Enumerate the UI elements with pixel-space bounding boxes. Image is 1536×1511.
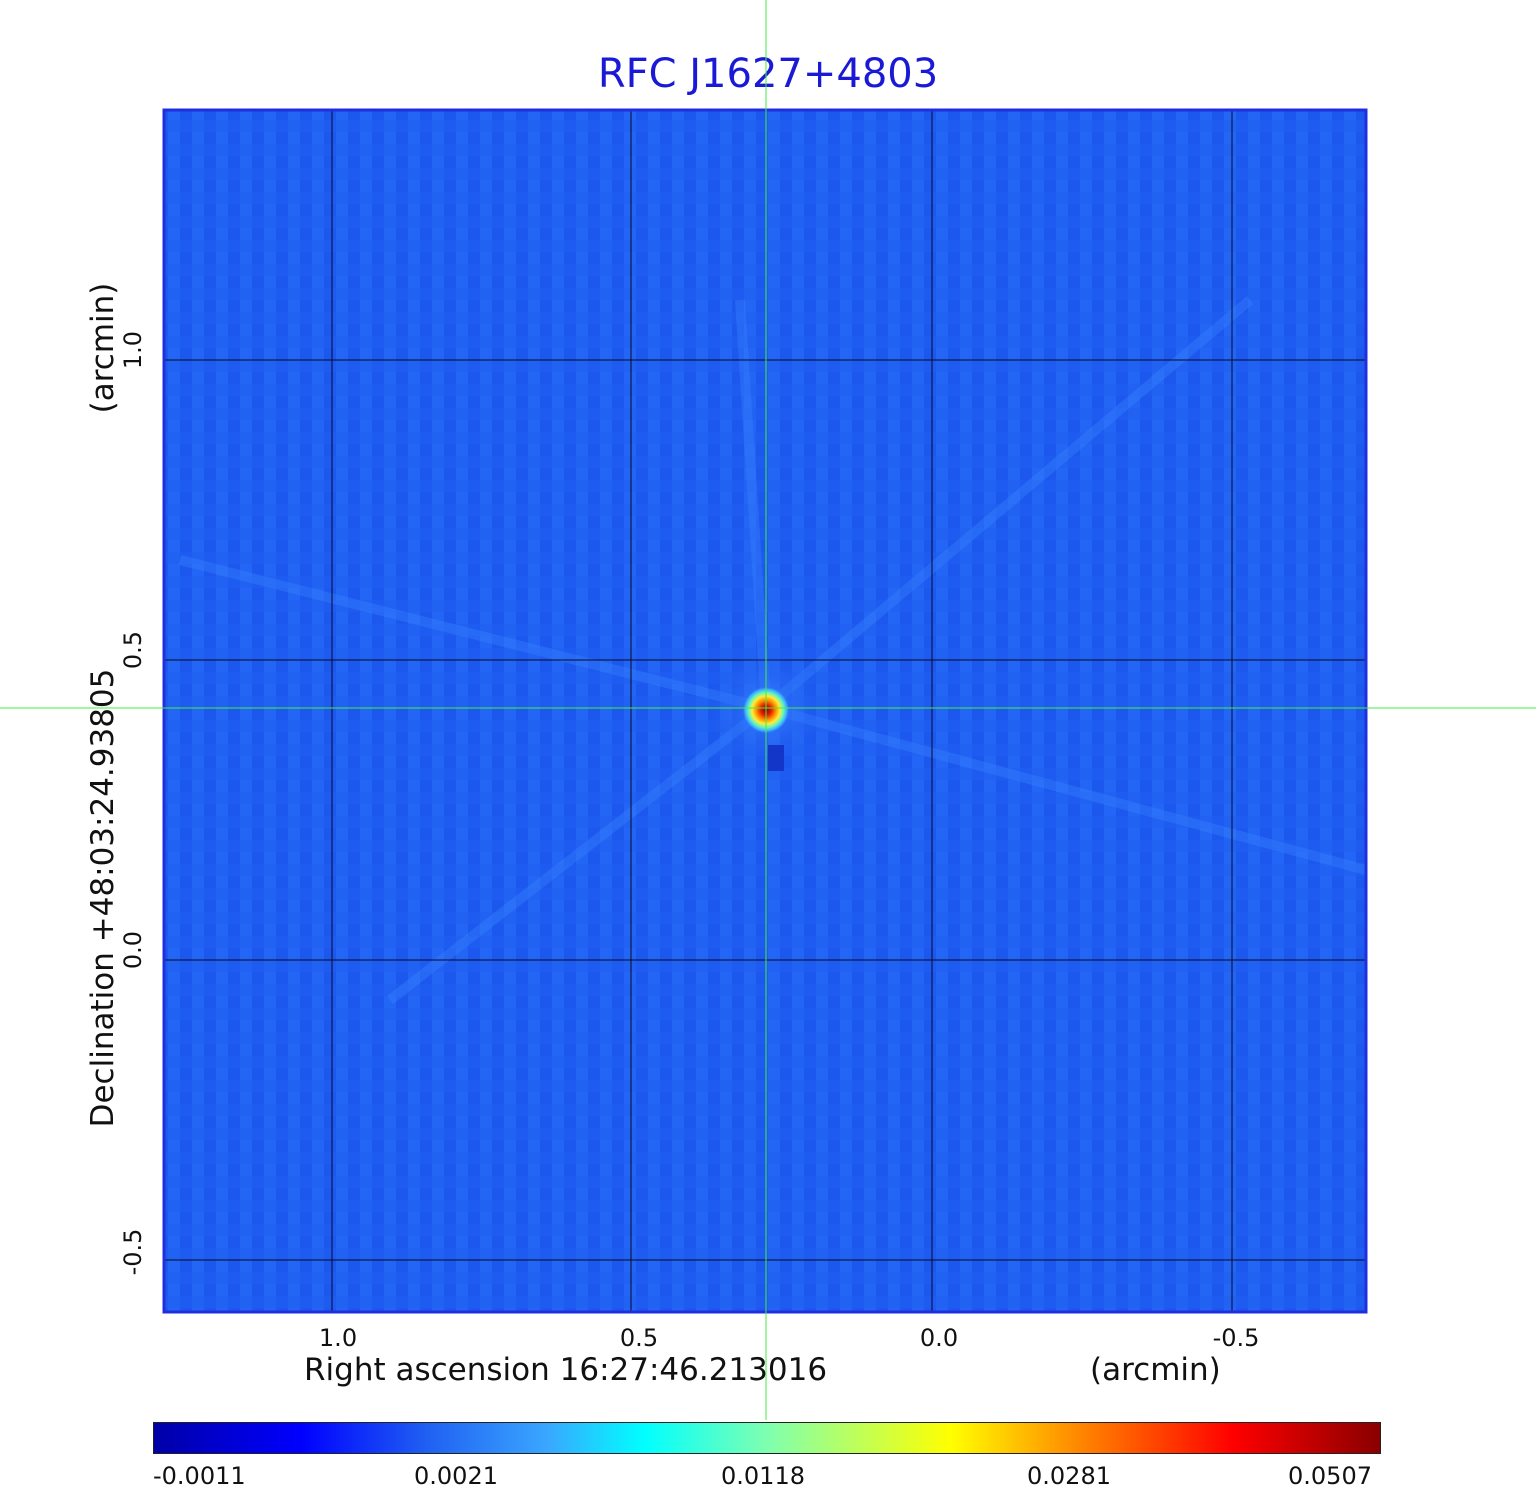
- crosshair: [0, 0, 1536, 1420]
- radio-map: [0, 0, 1536, 1420]
- colorbar: [153, 1422, 1381, 1454]
- colorbar-tick-label: -0.0011: [153, 1462, 246, 1490]
- y-axis-label: Declination +48:03:24.93805: [85, 668, 121, 1128]
- y-tick-label: -0.5: [119, 1228, 147, 1276]
- colorbar-tick-label: 0.0021: [414, 1462, 498, 1490]
- source-negative-lobe: [768, 745, 784, 771]
- x-tick-label: 0.0: [919, 1324, 959, 1352]
- x-tick-label: 0.5: [619, 1324, 659, 1352]
- y-tick-label: 0.0: [119, 930, 147, 970]
- x-tick-label: -0.5: [1212, 1324, 1260, 1352]
- x-tick-label: 1.0: [318, 1324, 358, 1352]
- colorbar-tick-label: 0.0507: [1288, 1462, 1372, 1490]
- y-axis-unit: (arcmin): [85, 282, 121, 414]
- sidelobe-streaks: [178, 296, 1368, 1004]
- x-axis-label: Right ascension 16:27:46.213016: [304, 1352, 828, 1388]
- image-frame: [162, 108, 1368, 1314]
- y-tick-label: 0.5: [119, 630, 147, 670]
- x-axis-unit: (arcmin): [1090, 1352, 1221, 1388]
- image-title: RFC J1627+4803: [597, 51, 939, 97]
- colorbar-tick-label: 0.0281: [1027, 1462, 1111, 1490]
- y-tick-label: 1.0: [119, 330, 147, 370]
- colorbar-tick-label: 0.0118: [721, 1462, 805, 1490]
